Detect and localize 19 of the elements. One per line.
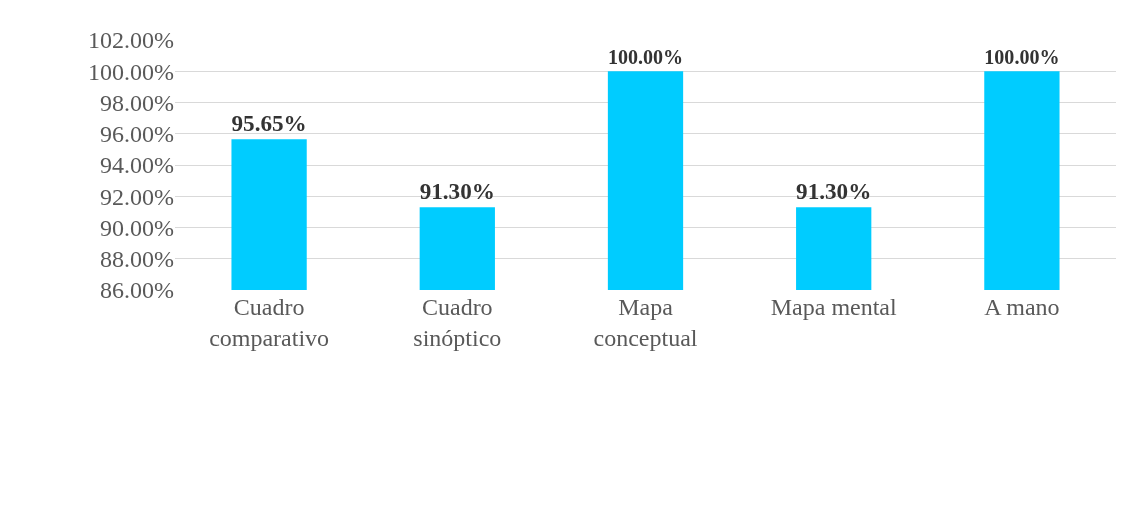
x-tick-label: A mano <box>984 294 1060 320</box>
data-label: 91.30% <box>419 178 495 205</box>
x-tick-label: Cuadro comparativo <box>209 294 330 352</box>
y-tick-label: 88.00% <box>100 246 174 273</box>
y-tick-label: 90.00% <box>100 214 174 241</box>
data-label: 100.00% <box>607 46 684 69</box>
data-label: 91.30% <box>796 178 872 205</box>
x-tick-label: Cuadro sinóptico <box>413 294 502 352</box>
x-tick-label: Mapa mental <box>770 294 898 320</box>
x-tick-label: Mapa conceptual <box>593 294 698 352</box>
data-label: 95.65% <box>231 110 307 137</box>
y-tick-label: 100.00% <box>88 58 174 85</box>
y-tick-label: 92.00% <box>100 183 174 210</box>
y-tick-label: 86.00% <box>100 277 174 304</box>
y-tick-label: 98.00% <box>100 89 174 116</box>
y-tick-label: 96.00% <box>100 121 174 148</box>
y-tick-label: 102.00% <box>88 27 174 54</box>
y-tick-label: 94.00% <box>100 152 174 179</box>
data-label: 100.00% <box>984 46 1060 69</box>
